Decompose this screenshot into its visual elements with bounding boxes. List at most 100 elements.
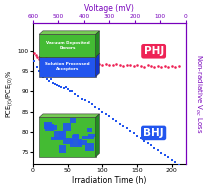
Point — [173, 161, 176, 164]
Point — [111, 64, 114, 67]
Point — [111, 117, 114, 120]
Polygon shape — [95, 31, 99, 57]
Point — [35, 56, 39, 59]
Point — [70, 62, 73, 65]
Point — [152, 146, 155, 149]
Point — [45, 58, 48, 61]
Polygon shape — [44, 122, 52, 129]
Point — [62, 61, 65, 64]
Point — [42, 58, 46, 61]
Point — [159, 65, 162, 68]
Point — [138, 64, 142, 67]
Polygon shape — [87, 128, 91, 132]
Point — [57, 85, 61, 88]
Polygon shape — [88, 134, 94, 137]
Point — [35, 66, 38, 69]
Polygon shape — [63, 123, 70, 131]
Polygon shape — [45, 124, 54, 132]
Point — [39, 74, 42, 77]
Point — [55, 59, 58, 62]
Point — [46, 59, 50, 62]
Point — [124, 127, 128, 130]
Point — [63, 60, 66, 63]
Point — [128, 129, 131, 132]
Point — [169, 158, 173, 161]
Point — [135, 134, 138, 137]
Polygon shape — [71, 135, 79, 138]
Point — [57, 60, 61, 63]
Point — [152, 65, 155, 68]
Point — [121, 124, 124, 127]
Point — [87, 62, 90, 65]
Point — [97, 63, 100, 66]
Point — [83, 99, 86, 102]
Polygon shape — [82, 136, 93, 139]
Point — [142, 139, 145, 142]
Polygon shape — [85, 143, 93, 151]
Polygon shape — [39, 31, 99, 34]
Point — [34, 54, 37, 57]
Point — [162, 153, 166, 156]
Point — [33, 52, 36, 55]
Point — [135, 64, 138, 67]
Point — [69, 61, 72, 64]
Point — [107, 115, 110, 118]
Point — [68, 90, 71, 93]
Polygon shape — [51, 137, 63, 140]
Point — [104, 113, 107, 116]
Point — [114, 120, 117, 123]
Point — [173, 65, 176, 68]
Point — [156, 149, 159, 152]
Text: BHJ: BHJ — [143, 128, 163, 138]
Point — [50, 60, 54, 63]
Point — [107, 63, 110, 66]
Point — [76, 95, 79, 98]
Polygon shape — [39, 57, 95, 77]
Point — [51, 82, 55, 85]
Point — [53, 83, 57, 86]
Point — [124, 63, 128, 66]
Point — [66, 88, 69, 91]
Point — [60, 60, 63, 63]
Polygon shape — [95, 53, 99, 77]
Point — [128, 64, 131, 67]
Point — [70, 89, 73, 92]
Text: PHJ: PHJ — [143, 46, 163, 56]
Point — [64, 85, 67, 88]
Y-axis label: PCE$_{(t)}$/PCE$_{(0)}$%: PCE$_{(t)}$/PCE$_{(0)}$% — [4, 69, 15, 118]
Polygon shape — [39, 34, 95, 57]
Polygon shape — [39, 114, 99, 117]
Point — [80, 97, 83, 100]
Polygon shape — [69, 139, 82, 147]
Text: Vacuum Deposited
Donors: Vacuum Deposited Donors — [45, 41, 89, 50]
Point — [176, 65, 180, 68]
Polygon shape — [59, 145, 66, 153]
Point — [176, 163, 180, 166]
Text: Solution Processed
Acceptors: Solution Processed Acceptors — [45, 62, 89, 71]
Point — [56, 60, 59, 63]
Point — [149, 65, 152, 68]
Point — [60, 86, 63, 89]
Point — [73, 92, 76, 95]
Point — [43, 74, 46, 77]
Point — [83, 61, 86, 64]
Point — [76, 62, 79, 65]
Point — [59, 61, 62, 64]
Point — [49, 78, 53, 81]
Point — [55, 84, 59, 87]
Polygon shape — [95, 114, 99, 157]
Point — [156, 64, 159, 67]
Point — [40, 59, 43, 62]
Point — [131, 65, 135, 68]
Point — [162, 64, 166, 67]
Point — [93, 105, 97, 108]
Polygon shape — [49, 125, 57, 130]
Point — [169, 65, 173, 68]
Point — [93, 62, 97, 65]
Point — [52, 59, 55, 62]
Polygon shape — [54, 131, 63, 139]
Point — [48, 60, 51, 63]
Point — [114, 63, 117, 66]
Polygon shape — [39, 53, 99, 57]
Point — [90, 63, 93, 66]
